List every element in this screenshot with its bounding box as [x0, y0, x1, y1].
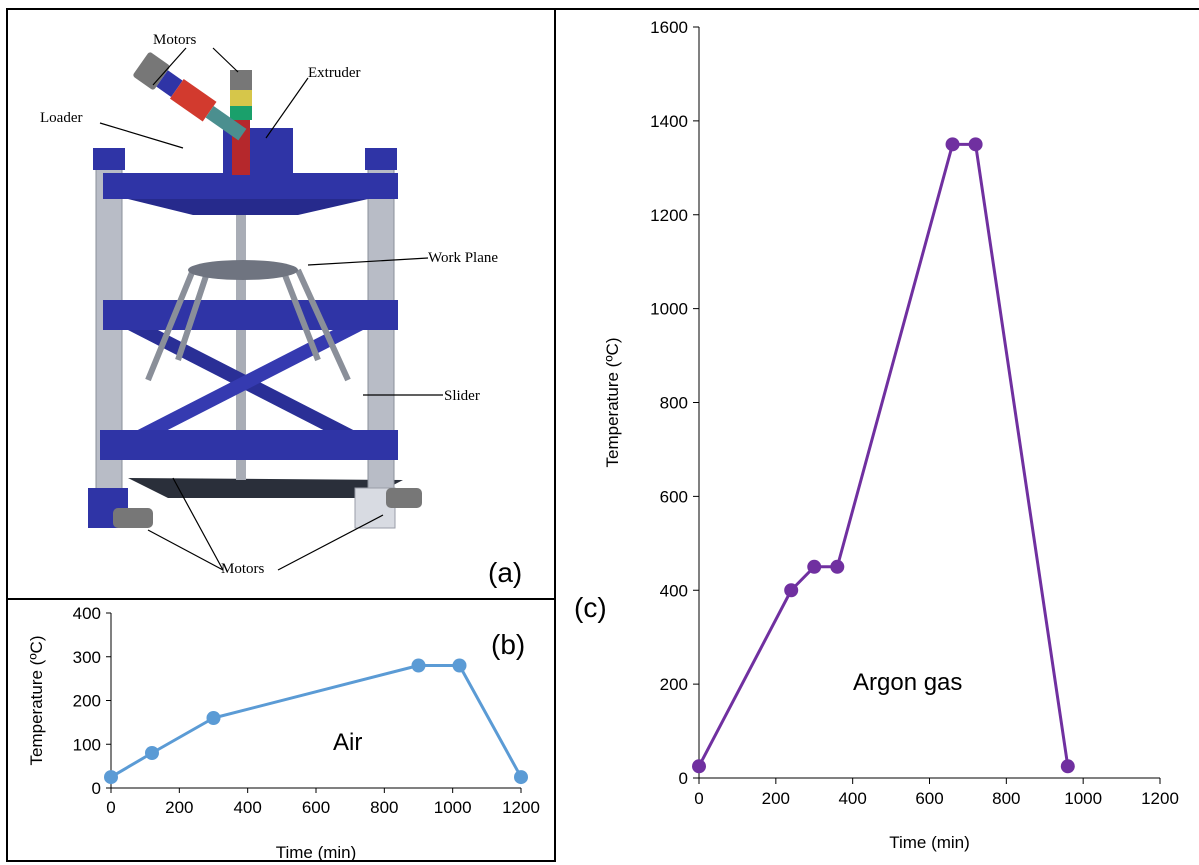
panel-letter-a: (a) [488, 557, 522, 588]
data-point [692, 759, 706, 774]
work-plane [188, 260, 298, 280]
callout-motors-bottom: Motors [221, 561, 265, 577]
chart-b-svg: 0 100 200 300 400 0 200 400 600 800 1000 1200 Time (… [27, 604, 540, 862]
y-tick-label: 0 [92, 779, 101, 798]
loader-body [169, 78, 217, 122]
extruder-motor [230, 70, 252, 90]
x-axis-title: Time (min) [889, 833, 970, 852]
x-tick-label: 200 [165, 798, 193, 817]
extruder-coupling-green [230, 106, 252, 120]
y-tick-label: 1600 [650, 18, 688, 37]
data-point [514, 770, 528, 785]
data-point [145, 746, 159, 760]
panel-letter-c: (c) [574, 592, 607, 623]
y-axis-title: Temperature (ºC) [603, 338, 622, 468]
parallel-arms [145, 268, 351, 382]
callout-motors-top: Motors [153, 32, 197, 48]
loader-tube [205, 105, 247, 141]
y-axis-title: Temperature (ºC) [27, 636, 46, 766]
y-tick-label: 400 [660, 581, 688, 600]
machine-illustration: Motors Extruder Loader Work Plane Slider… [40, 32, 522, 588]
x-tick-label: 800 [992, 789, 1020, 808]
x-tick-label: 1200 [502, 798, 540, 817]
build-platform [128, 478, 403, 498]
loader-coupling [156, 70, 183, 97]
column-cap-right [365, 148, 397, 170]
data-point [784, 583, 799, 598]
column-cap-left [93, 148, 125, 170]
data-point [411, 658, 426, 673]
motor-bottom-right [386, 488, 422, 508]
y-tick-label: 200 [73, 692, 101, 711]
x-tick-label: 0 [694, 789, 703, 808]
data-point [830, 559, 845, 574]
x-tick-label: 400 [233, 798, 261, 817]
x-tick-label: 1200 [1141, 789, 1179, 808]
loader-assembly [133, 52, 247, 141]
x-tick-label: 800 [370, 798, 398, 817]
x-tick-label: 1000 [434, 798, 472, 817]
x-axis-title: Time (min) [276, 843, 357, 862]
panel-c-chart: 0 200 400 600 800 1000 1200 1400 1600 0 200 400 600 8… [556, 8, 1199, 862]
x-tick-label: 0 [106, 798, 115, 817]
panel-b-chart: 0 100 200 300 400 0 200 400 600 800 1000 1200 Time (… [6, 600, 556, 862]
loader-motor [133, 52, 170, 90]
callout-loader: Loader [40, 110, 82, 126]
x-tick-label: 400 [838, 789, 866, 808]
callout-work-plane: Work Plane [428, 250, 498, 266]
x-tick-label: 200 [762, 789, 790, 808]
panel-letter-b: (b) [491, 629, 525, 660]
data-point [807, 559, 822, 574]
chart-c-svg: 0 200 400 600 800 1000 1200 1400 1600 0 200 400 600 8… [574, 18, 1179, 852]
x-tick-label: 600 [915, 789, 943, 808]
extruder-coupling-yellow [230, 90, 252, 106]
data-point [1060, 759, 1075, 774]
series-annotation: Argon gas [853, 669, 962, 696]
data-point [945, 137, 960, 152]
y-tick-label: 300 [73, 648, 101, 667]
frame-middle [103, 300, 398, 330]
column-left [95, 154, 123, 516]
y-tick-label: 1200 [650, 206, 688, 225]
callout-leaders [99, 47, 443, 571]
y-tick-label: 200 [660, 675, 688, 694]
panel-a-machine-diagram: Motors Extruder Loader Work Plane Slider… [6, 8, 556, 600]
callout-slider: Slider [444, 388, 480, 404]
data-point [452, 658, 467, 673]
y-tick-label: 1000 [650, 300, 688, 319]
x-tick-label: 1000 [1064, 789, 1102, 808]
callout-extruder: Extruder [308, 65, 360, 81]
y-tick-label: 100 [73, 735, 101, 754]
y-tick-label: 800 [660, 394, 688, 413]
column-right [367, 154, 395, 516]
y-tick-label: 0 [679, 769, 688, 788]
data-point [206, 711, 221, 725]
y-tick-label: 1400 [650, 112, 688, 131]
x-tick-label: 600 [302, 798, 330, 817]
motor-bottom-left [113, 508, 153, 528]
y-tick-label: 600 [660, 487, 688, 506]
data-point [968, 137, 983, 152]
data-point [104, 770, 118, 785]
series-line [110, 664, 523, 779]
series-annotation: Air [333, 729, 362, 756]
cross-brace-2 [128, 330, 363, 435]
frame-lower [100, 430, 398, 460]
frame-top-underside [128, 199, 368, 215]
y-tick-label: 400 [73, 604, 101, 623]
